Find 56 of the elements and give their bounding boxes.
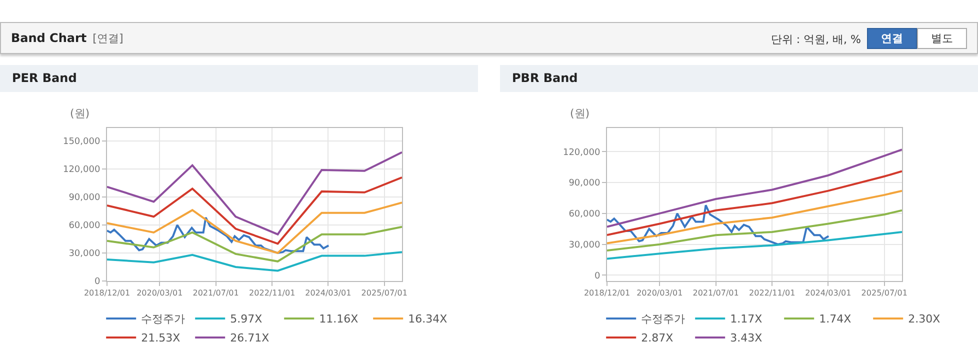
y-axis-title: (원) xyxy=(70,107,90,120)
line-series xyxy=(107,202,402,254)
text: 단위 : 억원, 배, % xyxy=(770,32,861,47)
line-series xyxy=(607,190,902,244)
y-tick-label: 150,000 xyxy=(62,137,100,148)
x-tick-label: 2022/11/01 xyxy=(749,288,796,298)
y-axis-title: (원) xyxy=(570,107,590,120)
x-tick-label: 2018/12/01 xyxy=(84,288,130,298)
line-series xyxy=(107,176,402,245)
text: Band Chart xyxy=(11,31,87,45)
y-tick-label: 120,000 xyxy=(562,148,600,158)
x-tick-label: 2018/12/01 xyxy=(584,288,630,298)
y-tick-label: 90,000 xyxy=(568,178,600,189)
y-tick-label: 0 xyxy=(594,271,600,282)
x-tick-label: 2021/07/01 xyxy=(692,288,739,298)
line-series xyxy=(607,148,902,228)
legend-label: 2.87X xyxy=(641,332,674,345)
y-tick-label: 60,000 xyxy=(68,221,100,232)
legend-label: 3.43X xyxy=(730,332,763,345)
y-tick-label: 90,000 xyxy=(68,193,100,204)
line-series xyxy=(607,204,830,246)
text: [연결] xyxy=(92,32,124,45)
text: 별도 xyxy=(917,28,967,49)
legend-label: 26.71X xyxy=(230,332,270,345)
y-tick-label: 0 xyxy=(94,277,100,288)
y-tick-label: 120,000 xyxy=(62,165,100,176)
chart-title: PBR Band xyxy=(500,65,978,92)
legend-label: 수정주가 xyxy=(641,312,686,326)
y-tick-label: 30,000 xyxy=(68,249,100,260)
legend-label: 11.16X xyxy=(319,312,359,326)
x-tick-label: 2024/03/01 xyxy=(305,288,352,298)
x-tick-label: 2021/07/01 xyxy=(192,288,239,298)
y-tick-label: 60,000 xyxy=(568,210,600,220)
legend-label: 2.30X xyxy=(908,312,941,326)
legend-label: 1.74X xyxy=(819,312,852,326)
y-tick-label: 30,000 xyxy=(568,240,600,250)
line-series xyxy=(607,170,902,236)
line-series xyxy=(107,226,402,262)
line-series xyxy=(607,209,902,252)
x-tick-label: 2020/03/01 xyxy=(636,288,683,298)
x-tick-label: 2020/03/01 xyxy=(136,288,183,298)
line-series xyxy=(107,151,402,236)
legend-label: 수정주가 xyxy=(141,312,186,326)
x-tick-label: 2024/03/01 xyxy=(805,288,852,298)
chart-title: PER Band xyxy=(0,65,478,92)
line-series xyxy=(107,251,402,272)
line-series xyxy=(107,216,330,254)
legend-label: 5.97X xyxy=(230,312,263,326)
x-tick-label: 2025/07/01 xyxy=(861,288,908,298)
legend-label: 21.53X xyxy=(141,332,181,345)
legend-label: 1.17X xyxy=(730,312,763,326)
line-series xyxy=(607,230,902,260)
x-tick-label: 2022/11/01 xyxy=(249,288,296,298)
text: 연결 xyxy=(867,28,917,49)
legend-label: 16.34X xyxy=(408,312,448,326)
x-tick-label: 2025/07/01 xyxy=(361,288,408,298)
